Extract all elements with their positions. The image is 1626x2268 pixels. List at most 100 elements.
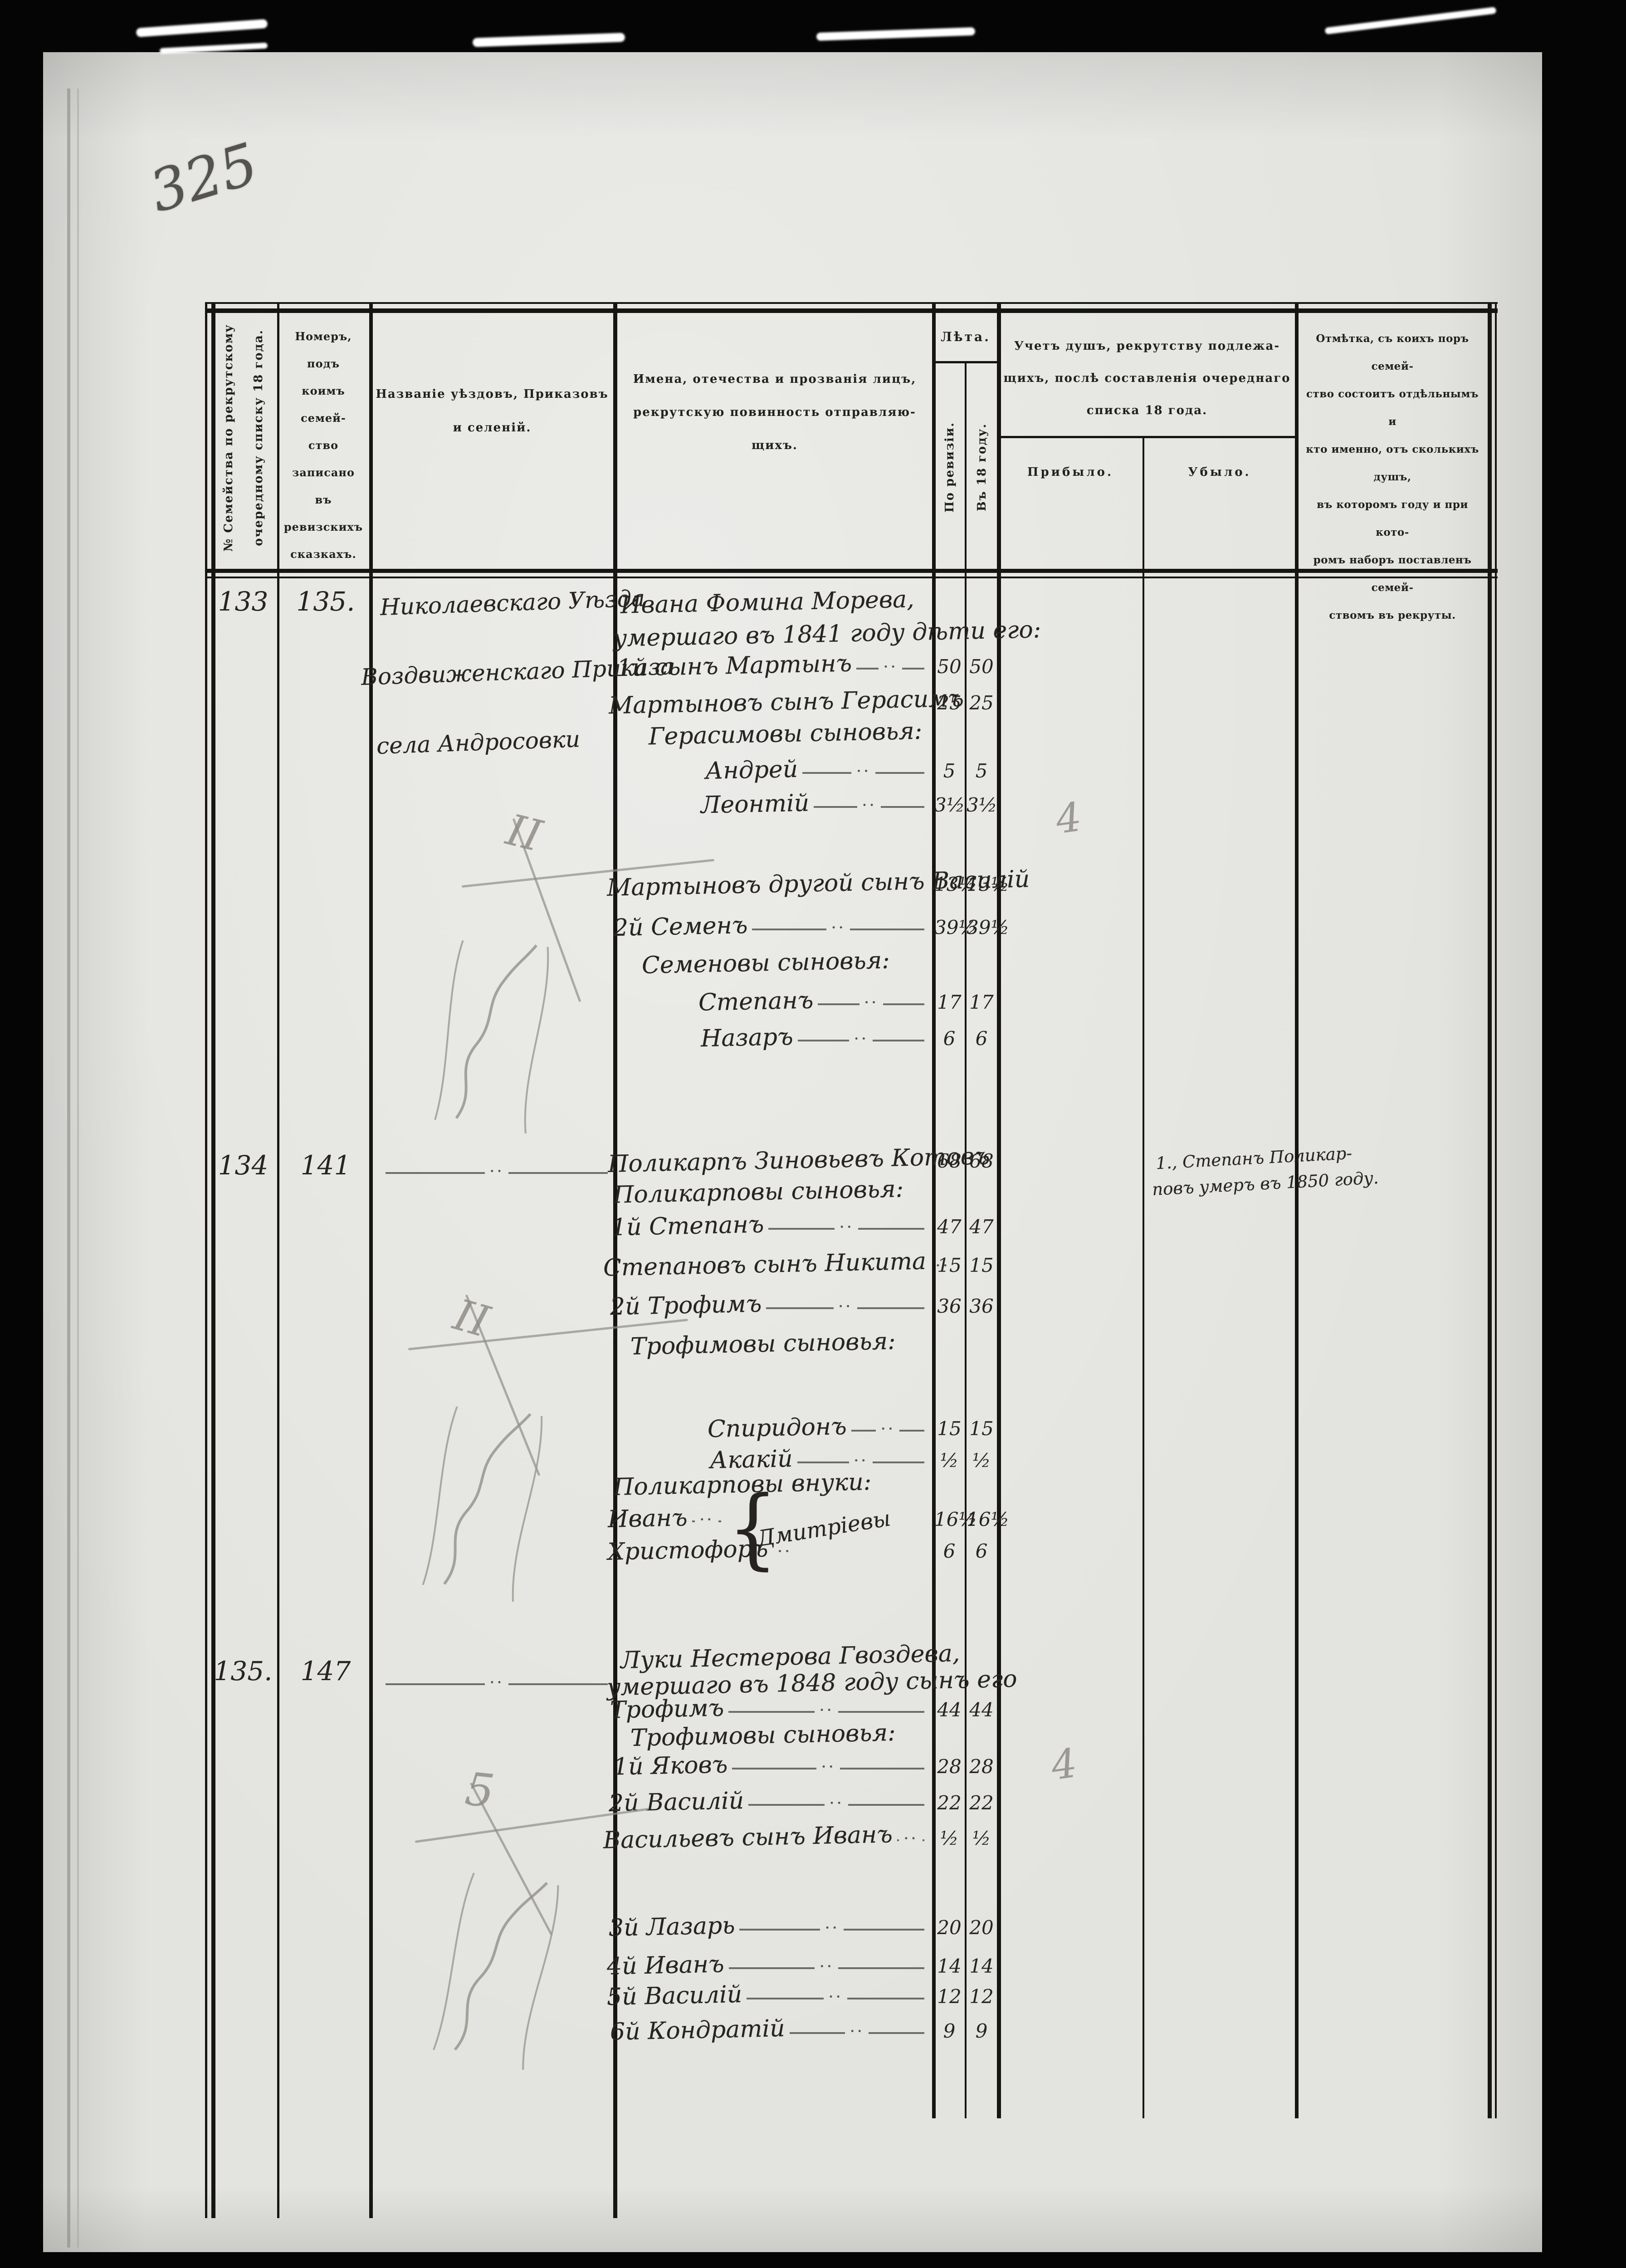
- page-fold-line: [77, 88, 79, 2248]
- flourish-dash: ··: [829, 1793, 844, 1813]
- family-133-entry-5: Андрей ··: [705, 754, 929, 786]
- age-by-revision: 6: [943, 1540, 956, 1562]
- flourish-dash: [728, 1967, 815, 1969]
- flourish-dash: [838, 1711, 925, 1713]
- age-current-year: 3½: [967, 794, 997, 816]
- header-revision-no: Номеръ, подъ коимъ семей- ство записано …: [283, 330, 363, 561]
- person-name: Трофимовы сыновья:: [630, 1327, 896, 1361]
- table-rule: [997, 302, 1001, 2118]
- flourish-dash: [844, 1929, 925, 1931]
- pencil-scribble: [427, 1858, 571, 2077]
- age-by-revision: ½: [940, 1827, 959, 1849]
- person-name: Степанъ: [698, 987, 814, 1017]
- person-name: Спиридонъ: [707, 1413, 847, 1443]
- flourish-dash: ··: [831, 918, 846, 938]
- table-rule: [932, 302, 936, 2118]
- person-name: 4й Иванъ: [606, 1950, 725, 1980]
- flourish-dash: [872, 1461, 924, 1463]
- flourish-dash: ··: [777, 1541, 792, 1561]
- age-by-revision: 47: [937, 1216, 962, 1238]
- age-by-revision: 5: [943, 760, 956, 782]
- flourish-dash: ··: [880, 1419, 895, 1439]
- header-age-current: Въ 18 году.: [975, 423, 989, 512]
- brace-glyph: {: [728, 1477, 778, 1579]
- age-by-revision: 50: [937, 655, 962, 678]
- header-account-group: Учетъ душъ, рекрутству подлежа- щихъ, по…: [1003, 339, 1291, 417]
- age-by-revision: 25: [937, 692, 962, 714]
- age-by-revision: 15: [937, 1418, 962, 1440]
- flourish-dash: ··: [862, 795, 877, 815]
- header-age-group: Лѣта.: [941, 329, 991, 344]
- flourish-dash: ··: [864, 992, 879, 1012]
- flourish-dash: [856, 668, 879, 670]
- flourish-dash: ··: [821, 1757, 836, 1777]
- table-rule: [205, 569, 1498, 573]
- family-135-entry-4: 1й Яковъ ··: [613, 1750, 929, 1782]
- photo-highlight: [816, 27, 976, 41]
- person-name: 2й Семенъ: [613, 911, 748, 942]
- family-134-entry-10: Христофоръ ··: [607, 1535, 790, 1566]
- flourish-dash: [386, 1172, 485, 1174]
- flourish-dash: [752, 929, 827, 930]
- pencil-numeral: 5: [463, 1762, 497, 1818]
- flourish-dash: [728, 1711, 815, 1713]
- age-by-revision: 16½: [934, 1508, 977, 1530]
- flourish-dash: [899, 1430, 925, 1432]
- flourish-dash: [857, 1307, 925, 1309]
- flourish-dash: [848, 1804, 924, 1806]
- flourish-dash: ··: [856, 761, 871, 781]
- flourish-dash: [768, 1228, 835, 1230]
- family-135-entry-3: Трофимовы сыновья:: [630, 1719, 896, 1752]
- flourish-dash: [847, 1998, 924, 1999]
- age-current-year: 15: [969, 1418, 994, 1440]
- page-fold-line: [67, 88, 70, 2248]
- person-name: 1й Степанъ: [611, 1211, 764, 1242]
- flourish-dash: [797, 1461, 849, 1463]
- person-name: Назаръ: [700, 1023, 794, 1053]
- family-133-entry-4: Герасимовы сыновья:: [648, 717, 923, 751]
- person-name: 1й Яковъ: [613, 1751, 728, 1781]
- table-rule: [998, 436, 1296, 438]
- family-133-entry-11: Назаръ ··: [700, 1022, 929, 1054]
- photo-highlight: [136, 19, 268, 38]
- photo-highlight: [1324, 6, 1497, 35]
- age-by-revision: 15: [937, 1254, 962, 1276]
- age-current-year: 6: [975, 1027, 988, 1050]
- person-name: 6й Кондратій: [610, 2014, 786, 2046]
- table-rule: [965, 362, 967, 2118]
- age-current-year: 15: [969, 1254, 994, 1276]
- person-name: 5й Василій: [606, 1980, 742, 2011]
- age-by-revision: 39½: [934, 916, 977, 938]
- flourish-dash: ··: [839, 1217, 854, 1237]
- table-rule: [205, 302, 1498, 304]
- family-queue-number: 133: [218, 586, 269, 617]
- age-current-year: 6: [975, 1540, 988, 1562]
- person-name: Герасимовы сыновья:: [648, 717, 923, 751]
- header-added: Прибыло.: [1027, 465, 1114, 479]
- flourish-dash: ··: [819, 1700, 834, 1720]
- flourish-dash: ··: [838, 1296, 853, 1316]
- flourish-dash: [858, 1228, 925, 1230]
- family-135-entry-6: Васильевъ сынъ Иванъ ··: [603, 1821, 929, 1854]
- age-by-revision: 17: [937, 991, 962, 1013]
- person-name: Мартыновъ сынъ Герасимъ: [608, 684, 964, 720]
- age-current-year: 9: [975, 2020, 988, 2042]
- age-current-year: 68: [969, 1150, 994, 1172]
- flourish-dash: [508, 1172, 608, 1174]
- header-family-no: № Семейства по рекрутскому очередному сп…: [222, 324, 265, 552]
- age-current-year: 14: [969, 1955, 994, 1977]
- table-rule: [277, 302, 279, 2218]
- flourish-dash: ··: [825, 1918, 840, 1938]
- age-current-year: 28: [969, 1755, 994, 1778]
- flourish-dash: [748, 1804, 825, 1806]
- person-name: Степановъ сынъ Никита: [603, 1247, 927, 1282]
- flourish-dash: [766, 1307, 834, 1309]
- flourish-dash: ··: [850, 2021, 864, 2041]
- age-by-revision: 3½: [934, 794, 965, 816]
- family-135-entry-8: 4й Иванъ ··: [606, 1950, 929, 1981]
- person-name: Трофимовы сыновья:: [630, 1719, 896, 1752]
- table-rule: [205, 577, 1498, 578]
- flourish-dash: [692, 1520, 695, 1522]
- flourish-dash: [838, 1967, 924, 1969]
- flourish-dash: [902, 668, 925, 670]
